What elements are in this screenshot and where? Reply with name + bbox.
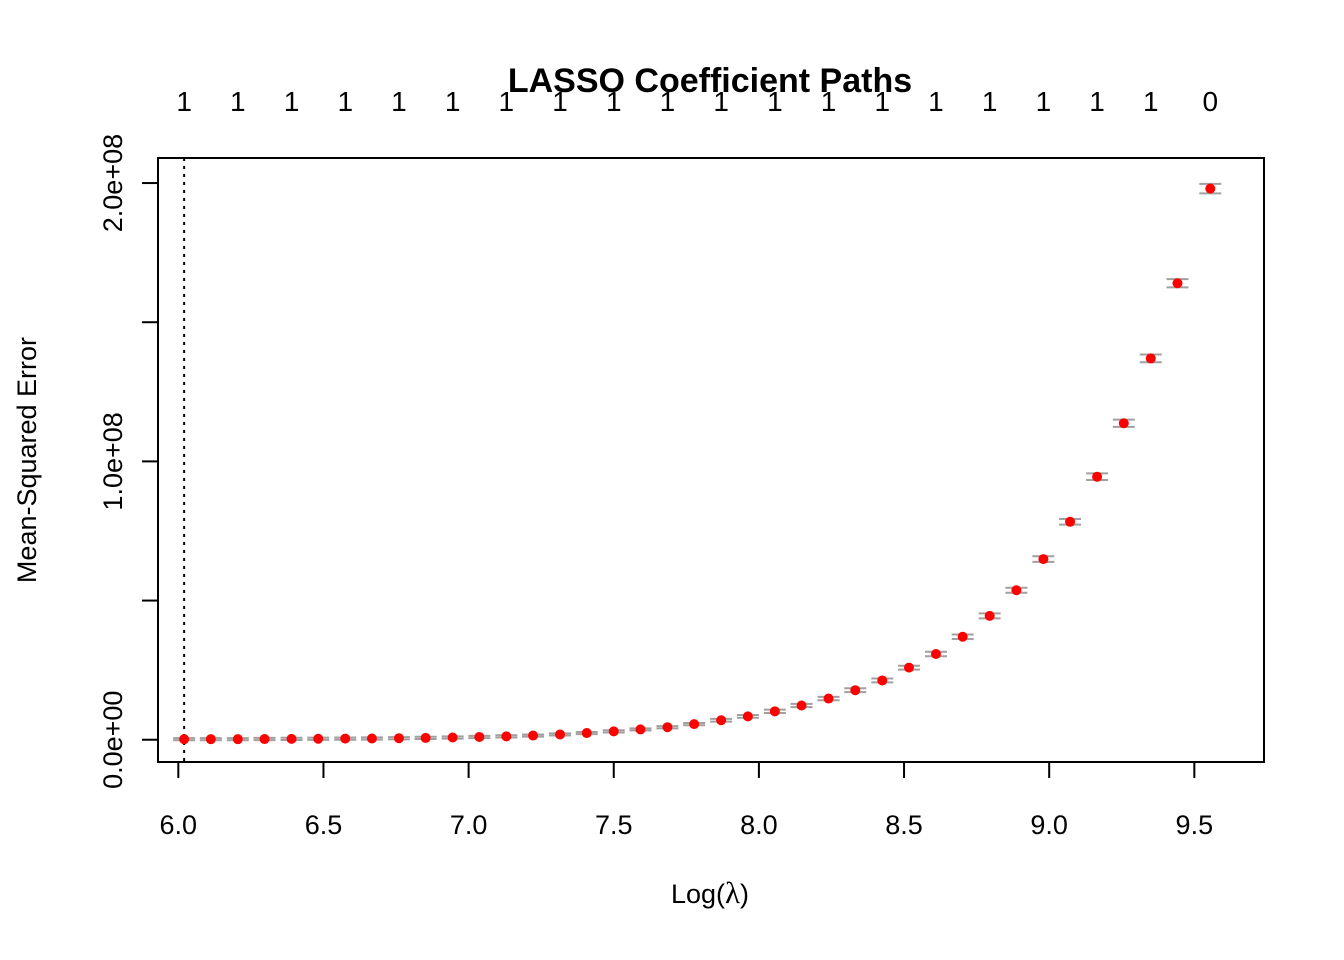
top-count-label: 1 (1036, 86, 1052, 117)
data-point (877, 675, 888, 686)
top-count-label: 0 (1203, 86, 1219, 117)
top-axis-counts: 1 1 1 1 1 1 1 1 1 1 1 1 1 1 1 1 1 1 1 0 (176, 86, 1218, 117)
data-point (1038, 554, 1049, 565)
y-axis: 0.0e+00 1.0e+08 2.0e+08 (98, 134, 159, 789)
x-tick-label: 7.5 (595, 810, 633, 840)
top-count-label: 1 (982, 86, 998, 117)
x-tick-label: 7.0 (450, 810, 488, 840)
data-point (581, 728, 592, 739)
top-count-label: 1 (391, 86, 407, 117)
x-tick-label: 6.0 (160, 810, 198, 840)
data-point (232, 734, 243, 745)
x-tick-label: 8.5 (885, 810, 923, 840)
data-point (716, 715, 727, 726)
data-point (555, 729, 566, 740)
error-bars (173, 182, 1222, 742)
data-point (286, 733, 297, 744)
data-point (796, 700, 807, 711)
top-count-label: 1 (445, 86, 461, 117)
x-axis: 6.0 6.5 7.0 7.5 8.0 8.5 9.0 9.5 (160, 761, 1214, 840)
data-point (930, 649, 941, 660)
data-point (850, 685, 861, 696)
data-point (420, 732, 431, 743)
top-count-label: 1 (230, 86, 246, 117)
y-axis-label: Mean-Squared Error (12, 337, 42, 583)
top-count-label: 1 (337, 86, 353, 117)
top-count-label: 1 (713, 86, 729, 117)
data-point (1092, 471, 1103, 482)
data-point (1145, 353, 1156, 364)
data-point (1011, 585, 1022, 596)
data-point (366, 733, 377, 744)
data-point (662, 722, 673, 733)
data-point (742, 711, 753, 722)
data-point (1065, 516, 1076, 527)
data-point (1118, 418, 1129, 429)
top-count-label: 1 (928, 86, 944, 117)
x-tick-label: 9.0 (1030, 810, 1068, 840)
y-tick-label: 2.0e+08 (98, 134, 128, 232)
data-point (447, 732, 458, 743)
data-point (501, 731, 512, 742)
data-point (957, 631, 968, 642)
top-count-label: 1 (499, 86, 515, 117)
top-count-label: 1 (821, 86, 837, 117)
top-count-label: 1 (1089, 86, 1105, 117)
top-count-label: 1 (874, 86, 890, 117)
top-count-label: 1 (284, 86, 300, 117)
data-point (259, 734, 270, 745)
data-point (179, 734, 190, 745)
lambda-symbol: λ (725, 875, 740, 910)
x-axis-label-suffix: ) (740, 879, 749, 909)
top-count-label: 1 (767, 86, 783, 117)
data-point (528, 730, 539, 741)
data-point (474, 731, 485, 742)
data-point (205, 734, 216, 745)
chart-title: LASSO Coefficient Paths (508, 62, 912, 100)
top-count-label: 1 (1143, 86, 1159, 117)
plot-frame (157, 157, 1265, 763)
x-axis-label-prefix: Log( (671, 879, 725, 909)
data-point (769, 706, 780, 717)
data-point (340, 733, 351, 744)
data-point (903, 662, 914, 673)
x-tick-label: 8.0 (740, 810, 778, 840)
data-point (635, 724, 646, 735)
data-point (393, 733, 404, 744)
data-point (984, 610, 995, 621)
mse-points (179, 183, 1216, 745)
top-count-label: 1 (606, 86, 622, 117)
data-point (1172, 278, 1183, 289)
x-tick-label: 6.5 (305, 810, 343, 840)
data-point (313, 733, 324, 744)
y-tick-label: 0.0e+00 (98, 691, 128, 789)
y-tick-label: 1.0e+08 (98, 412, 128, 510)
data-point (689, 719, 700, 730)
top-count-label: 1 (660, 86, 676, 117)
top-count-label: 1 (552, 86, 568, 117)
data-point (1205, 183, 1216, 194)
data-point (823, 693, 834, 704)
x-tick-label: 9.5 (1176, 810, 1214, 840)
data-point (608, 726, 619, 737)
x-axis-label: Log(λ) (671, 875, 749, 910)
top-count-label: 1 (176, 86, 192, 117)
